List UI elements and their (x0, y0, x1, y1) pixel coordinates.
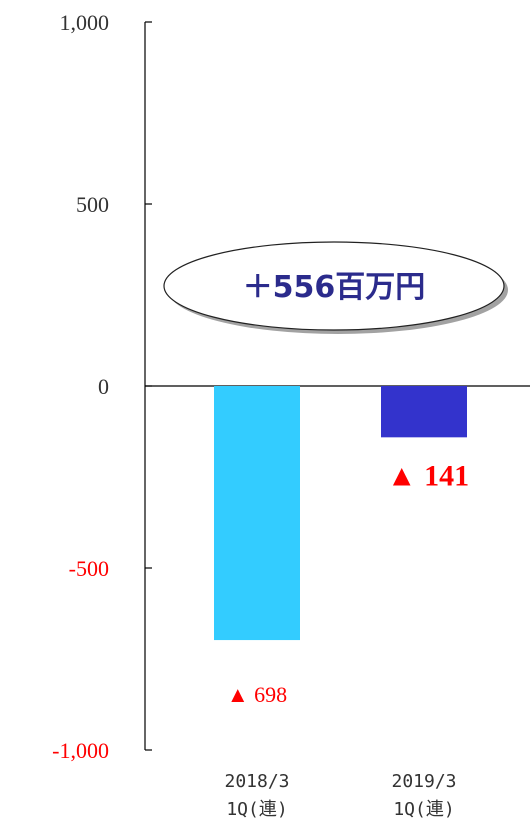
y-tick-label: -1,000 (52, 738, 109, 763)
y-tick-label: -500 (69, 556, 109, 581)
x-tick-label: 2018/3 1Q(連) (224, 771, 289, 820)
data-label: ▲ 698 (227, 682, 287, 707)
difference-callout: ＋556百万円 (163, 241, 508, 334)
y-tick-label: 1,000 (60, 10, 110, 35)
bar (214, 386, 300, 641)
y-tick-label: 0 (98, 374, 109, 399)
y-tick-label: 500 (76, 192, 109, 217)
callout-text: ＋556百万円 (243, 270, 426, 305)
data-label: ▲ 141 (387, 459, 469, 492)
callout-ellipse (163, 241, 505, 331)
x-tick-label: 2019/3 1Q(連) (391, 771, 456, 820)
bar (381, 386, 467, 438)
